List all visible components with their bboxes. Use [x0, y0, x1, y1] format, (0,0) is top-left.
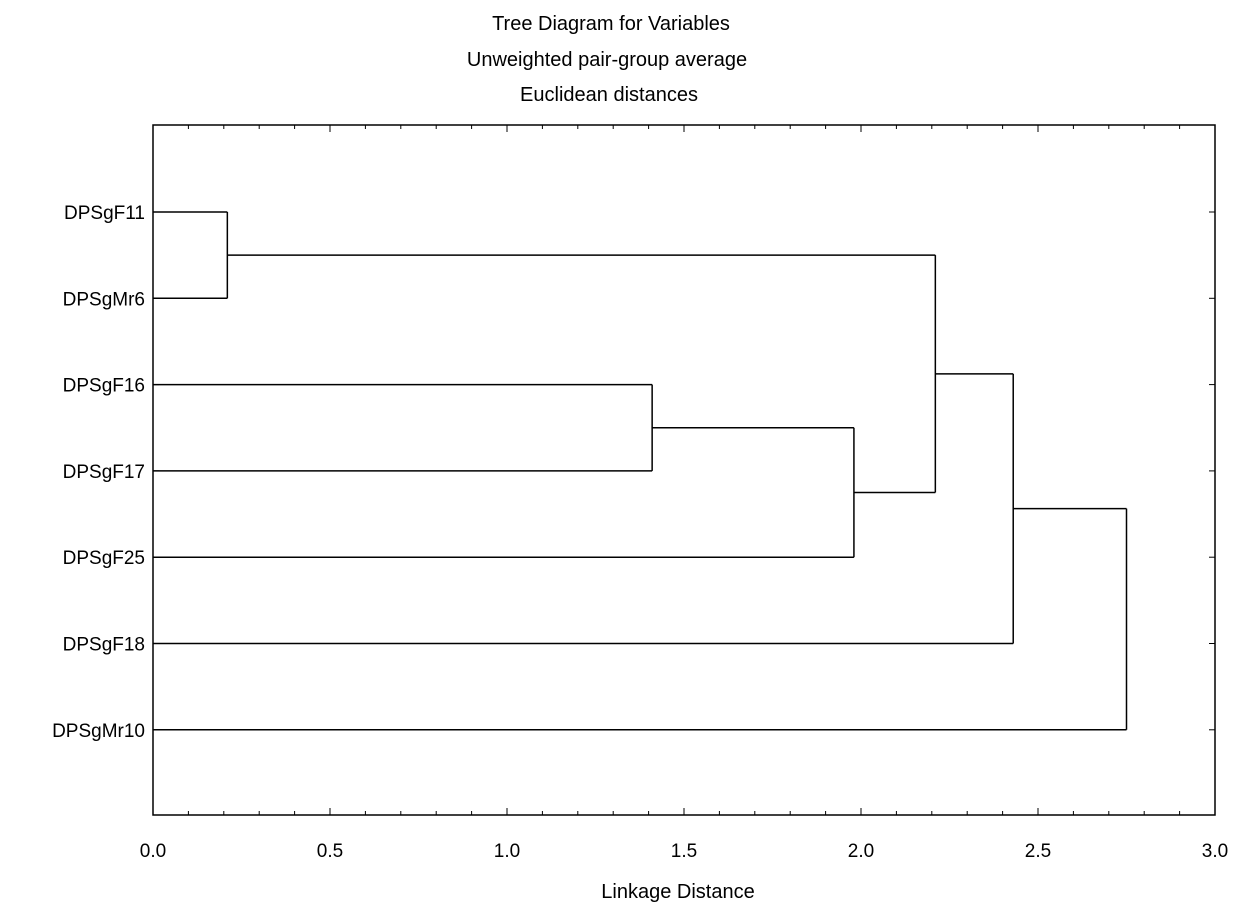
- leaf-label: DPSgF25: [63, 548, 145, 569]
- leaf-label: DPSgF11: [64, 203, 145, 224]
- x-tick-label: 2.0: [848, 841, 874, 862]
- x-tick-label: 0.0: [140, 841, 166, 862]
- leaf-label: DPSgF16: [63, 376, 145, 397]
- x-tick-label: 1.0: [494, 841, 520, 862]
- x-axis-label: Linkage Distance: [601, 881, 754, 903]
- dendrogram-links: [153, 211, 1128, 731]
- x-tick-label: 2.5: [1025, 841, 1051, 862]
- x-tick-label: 0.5: [317, 841, 343, 862]
- x-tick-labels: 0.0 0.5 1.0 1.5 2.0 2.5 3.0: [140, 841, 1228, 862]
- chart-subtitle-distance: Euclidean distances: [520, 84, 698, 106]
- axis-ticks: [152, 125, 1216, 815]
- x-tick-label: 3.0: [1202, 841, 1228, 862]
- chart-subtitle-method: Unweighted pair-group average: [467, 49, 747, 71]
- leaf-label: DPSgF17: [63, 462, 145, 483]
- chart-title: Tree Diagram for Variables: [492, 13, 730, 35]
- leaf-label: DPSgMr6: [63, 289, 145, 310]
- leaf-labels: DPSgF11 DPSgMr6 DPSgF16 DPSgF17 DPSgF25 DPSgF…: [52, 203, 145, 742]
- x-tick-label: 1.5: [671, 841, 697, 862]
- leaf-label: DPSgMr10: [52, 721, 145, 742]
- plot-frame: [152, 124, 1216, 816]
- leaf-label: DPSgF18: [63, 635, 145, 656]
